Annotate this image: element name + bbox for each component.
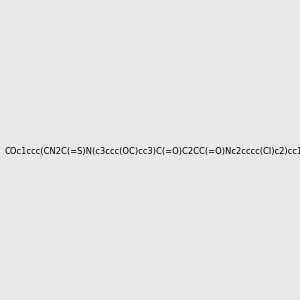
Text: COc1ccc(CN2C(=S)N(c3ccc(OC)cc3)C(=O)C2CC(=O)Nc2cccc(Cl)c2)cc1: COc1ccc(CN2C(=S)N(c3ccc(OC)cc3)C(=O)C2CC… <box>5 147 300 156</box>
